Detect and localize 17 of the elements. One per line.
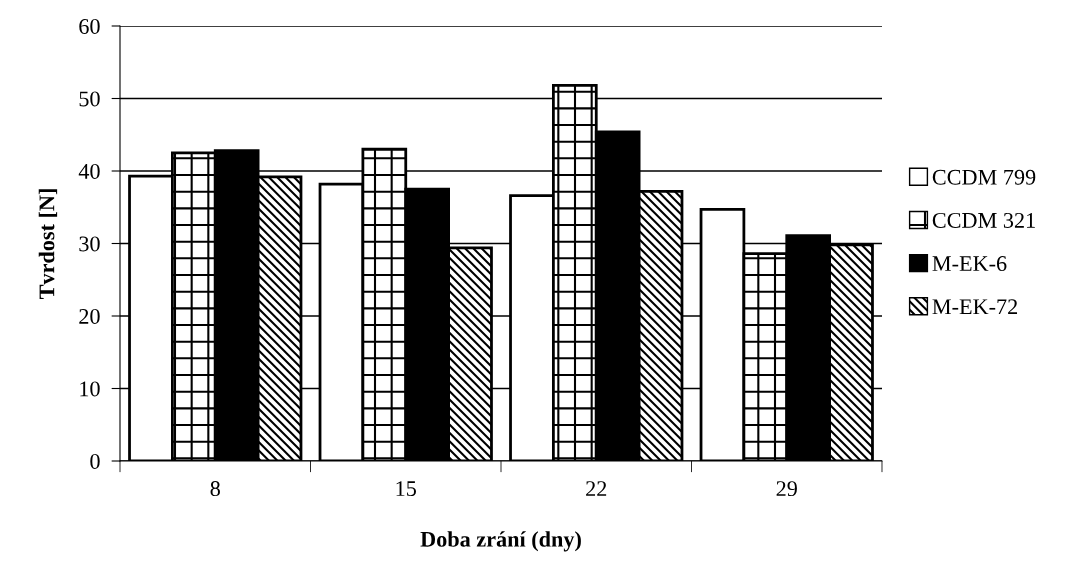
x-axis-title: Doba zrání (dny) (420, 531, 581, 552)
x-tick-label: 15 (396, 481, 416, 497)
y-tick-label: 50 (79, 91, 100, 107)
legend-label: M-EK-6 (932, 256, 1007, 272)
x-tick-label: 22 (586, 481, 607, 496)
x-tick-label: 29 (776, 481, 797, 497)
y-tick-label: 10 (80, 381, 100, 397)
y-tick-label: 40 (78, 163, 100, 179)
y-tick-label: 60 (79, 18, 100, 34)
x-tick-label: 8 (210, 481, 220, 497)
y-axis-title: Tvrdost [N] (38, 189, 58, 300)
legend-label: CCDM 321 (932, 212, 1035, 228)
y-tick-label: 0 (90, 453, 100, 469)
legend-label: M-EK-72 (932, 299, 1018, 315)
legend-label: CCDM 799 (932, 169, 1036, 185)
y-tick-label: 20 (79, 308, 100, 324)
y-tick-label: 30 (79, 236, 100, 252)
